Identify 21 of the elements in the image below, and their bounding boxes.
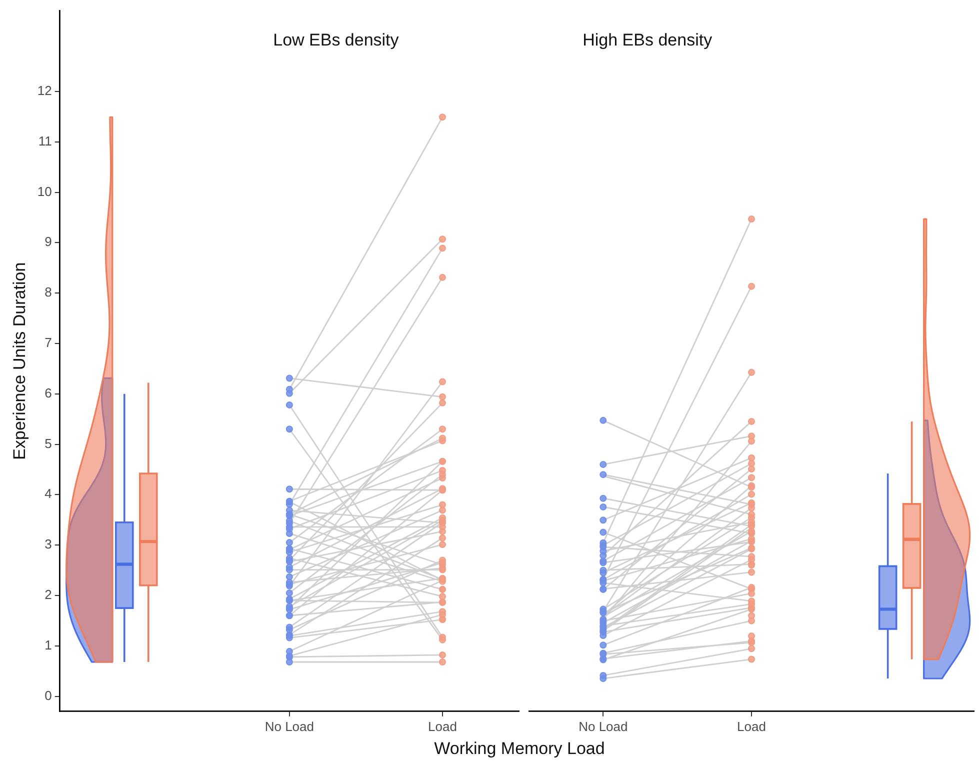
y-tick-label: 8	[44, 284, 52, 300]
y-tick-label: 10	[37, 184, 52, 199]
x-tick-label: Load	[737, 718, 766, 734]
y-tick-label: 11	[38, 133, 52, 148]
x-tick-label: No Load	[578, 718, 628, 734]
x-tick-label: Load	[428, 718, 457, 734]
y-tick-label: 4	[44, 486, 52, 502]
y-tick-label: 1	[44, 637, 52, 652]
y-axis-title: Experience Units Duration	[10, 262, 29, 460]
y-tick-label: 6	[44, 385, 52, 400]
y-tick-label: 9	[44, 234, 52, 250]
y-tick-label: 2	[44, 587, 52, 602]
y-tick-label: 7	[44, 335, 52, 350]
text: Low EBs density	[273, 30, 400, 50]
y-tick-label: 0	[44, 688, 52, 703]
y-tick-label: 3	[44, 536, 52, 552]
chart-title: High EBs density	[582, 30, 713, 50]
x-tick-label: No Load	[264, 718, 314, 734]
y-tick-label: 5	[44, 436, 52, 451]
y-tick-label: 12	[37, 83, 52, 98]
x-axis-title: Working Memory Load	[433, 738, 606, 760]
